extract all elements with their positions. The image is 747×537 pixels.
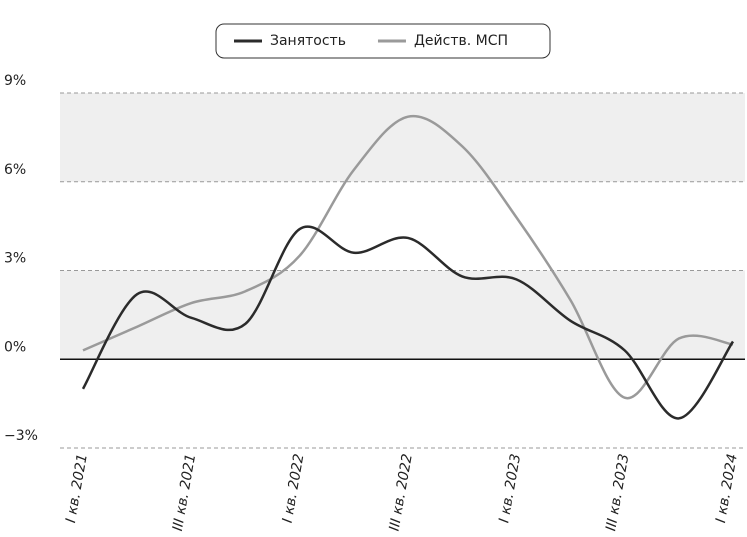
line: [81, 225, 735, 420]
band: [60, 93, 745, 182]
x-tick-label: I кв. 2021: [63, 453, 91, 525]
legend-label: Действ. МСП: [414, 33, 508, 49]
x-tick-label: I кв. 2024: [713, 453, 741, 525]
y-tick-label: −3%: [4, 428, 38, 444]
x-tick-label: III кв. 2023: [603, 453, 632, 533]
x-tick-label: I кв. 2022: [280, 453, 308, 525]
x-tick-label: I кв. 2023: [496, 453, 524, 525]
y-tick-label: 0%: [4, 339, 26, 355]
x-tick-label: III кв. 2022: [387, 453, 416, 533]
x-tick-label: III кв. 2021: [170, 453, 199, 533]
band: [60, 270, 745, 360]
y-tick-label: 9%: [4, 73, 26, 89]
line: [82, 114, 734, 400]
y-tick-label: 6%: [4, 162, 26, 178]
legend-label: Занятость: [270, 33, 346, 49]
y-tick-label: 3%: [4, 251, 26, 267]
